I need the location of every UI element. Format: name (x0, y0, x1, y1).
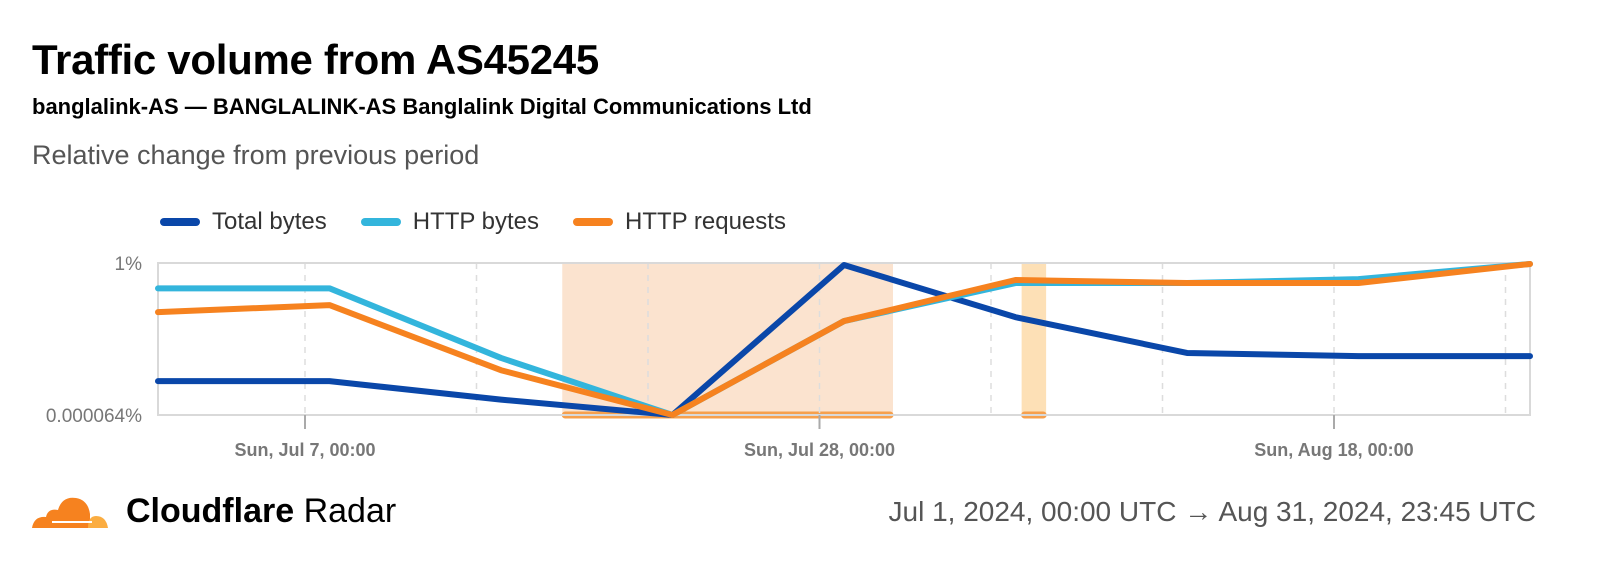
annotation-region[interactable] (562, 263, 893, 415)
chart-title: Traffic volume from AS45245 (32, 36, 599, 83)
cloudflare-radar-logo: Cloudflare Radar (30, 490, 396, 532)
legend: Total bytes HTTP bytes HTTP requests (160, 208, 786, 236)
date-range: Jul 1, 2024, 00:00 UTC → Aug 31, 2024, 2… (888, 496, 1537, 527)
brand-name: Cloudflare Radar (126, 491, 397, 530)
legend-item-http-requests[interactable]: HTTP requests (573, 208, 786, 236)
legend-item-http-bytes[interactable]: HTTP bytes (360, 208, 539, 236)
legend-swatch (573, 218, 613, 226)
legend-label: Total bytes (212, 208, 327, 235)
legend-item-total-bytes[interactable]: Total bytes (160, 208, 327, 236)
chart-plot: 1% 0.000064% Sun, Jul 7, 00:00 Sun, Jul 2… (46, 254, 1533, 460)
legend-label: HTTP bytes (412, 208, 539, 235)
x-tick-label: Sun, Jul 7, 00:00 (234, 440, 375, 460)
cloudflare-cloud-icon (32, 497, 108, 528)
chart-description: Relative change from previous period (32, 140, 480, 170)
x-tick-label: Sun, Jul 28, 00:00 (744, 440, 895, 460)
y-tick-label: 1% (115, 254, 143, 275)
legend-swatch (160, 218, 200, 226)
annotation-region[interactable] (1021, 263, 1047, 415)
x-tick-label: Sun, Aug 18, 00:00 (1254, 440, 1413, 460)
legend-label: HTTP requests (625, 208, 786, 235)
y-tick-label: 0.000064% (46, 406, 142, 427)
legend-swatch (360, 218, 401, 226)
chart-subtitle: banglalink-AS — BANGLALINK-AS Banglalink… (32, 94, 812, 119)
